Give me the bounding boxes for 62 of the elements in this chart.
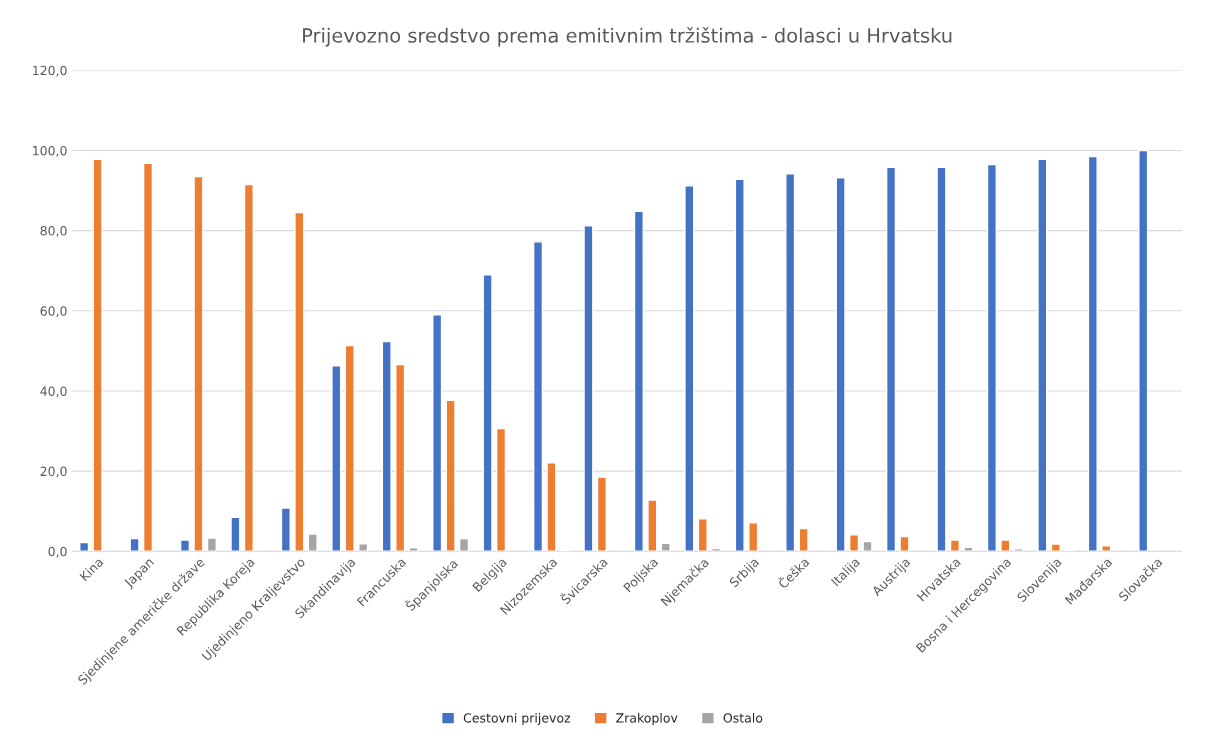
bar xyxy=(647,499,658,552)
bar xyxy=(495,427,507,552)
y-tick-label: 100,0 xyxy=(33,145,67,157)
bar xyxy=(835,177,846,552)
bar xyxy=(1087,155,1098,552)
bar xyxy=(142,162,154,552)
y-tick-label: 120,0 xyxy=(33,65,67,77)
bar xyxy=(532,241,544,552)
bar xyxy=(230,516,241,552)
bar xyxy=(596,476,607,552)
bar xyxy=(849,534,860,552)
bar xyxy=(936,166,947,552)
bar xyxy=(206,537,217,552)
bar xyxy=(92,158,103,552)
bar xyxy=(243,183,254,552)
y-tick-label: 80,0 xyxy=(40,226,67,237)
bar xyxy=(734,178,745,552)
bar xyxy=(408,546,419,552)
bar xyxy=(280,507,291,552)
bar xyxy=(179,539,191,552)
bar xyxy=(633,210,644,552)
bar xyxy=(885,166,897,552)
bar xyxy=(1037,158,1048,552)
bar xyxy=(862,540,873,552)
bar xyxy=(307,533,318,552)
chart-title: Prijevozno sredstvo prema emitivnim tržištima - dolasci u Hrvatsku xyxy=(303,26,952,47)
bar xyxy=(395,363,406,552)
y-tick-label: 60,0 xyxy=(40,306,67,317)
bar xyxy=(458,537,470,552)
bar xyxy=(660,542,671,552)
bar xyxy=(1138,149,1149,552)
legend-label: Ostalo xyxy=(723,712,763,723)
bar xyxy=(1013,548,1024,552)
bar xyxy=(193,175,204,552)
bar xyxy=(381,340,392,552)
bar xyxy=(949,539,960,552)
bar xyxy=(748,522,759,552)
bar xyxy=(583,225,594,552)
bar xyxy=(986,163,997,552)
y-tick-label: 20,0 xyxy=(40,466,67,478)
legend-label: Cestovni prijevoz xyxy=(463,712,571,726)
y-tick-label: 0,0 xyxy=(48,546,67,558)
bar xyxy=(79,541,90,552)
bar xyxy=(785,173,796,552)
y-tick-label: 40,0 xyxy=(40,386,67,398)
bar xyxy=(482,274,493,552)
bar xyxy=(129,537,140,552)
legend-label: Zrakoplov xyxy=(616,712,678,726)
bar xyxy=(546,462,557,552)
bar xyxy=(1050,543,1061,552)
bar xyxy=(1000,539,1011,552)
bar xyxy=(294,211,305,552)
bar xyxy=(344,344,355,552)
bar xyxy=(684,185,695,552)
bar xyxy=(432,314,443,552)
bar xyxy=(697,518,708,552)
bar xyxy=(798,527,809,552)
bar xyxy=(1101,544,1112,552)
bar xyxy=(445,399,456,552)
bar xyxy=(358,542,369,552)
bar xyxy=(331,365,342,552)
bar xyxy=(899,535,910,552)
